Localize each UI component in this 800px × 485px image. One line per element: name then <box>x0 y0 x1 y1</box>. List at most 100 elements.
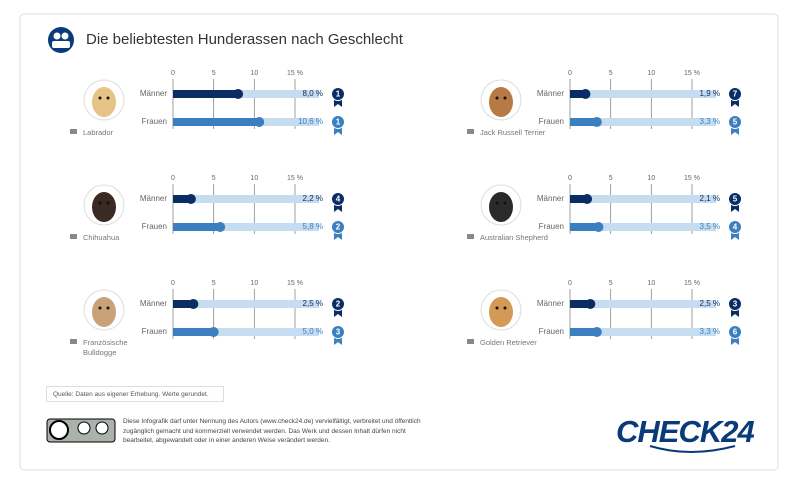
bar-track <box>173 90 319 98</box>
rank-label: 3 <box>336 328 341 337</box>
x-tick-label: 0 <box>568 280 572 287</box>
bar <box>173 90 239 98</box>
bar <box>570 328 597 336</box>
bar-knob <box>585 299 596 309</box>
x-tick-label: 0 <box>568 175 572 182</box>
bar <box>173 195 191 203</box>
value-label: 10,6 % <box>298 117 323 126</box>
category-label: Männer <box>140 194 167 203</box>
bar-track <box>173 195 319 203</box>
x-tick-label: 10 <box>250 280 258 287</box>
dog-eye <box>106 201 110 205</box>
category-label: Männer <box>537 89 564 98</box>
x-tick-label: 15 % <box>684 70 700 77</box>
dog-eye <box>98 201 102 205</box>
rank-badge <box>728 192 742 206</box>
bar-knob <box>208 327 219 337</box>
rank-label: 2 <box>336 223 341 232</box>
value-label: 5,0 % <box>303 327 323 336</box>
dog-eye <box>98 96 102 100</box>
x-tick-label: 5 <box>609 70 613 77</box>
breed-name: Jack Russell Terrier <box>480 128 546 137</box>
gender-icon <box>467 234 474 239</box>
rank-badge <box>331 297 345 311</box>
dog-eye <box>495 96 499 100</box>
rank-badge <box>331 115 345 129</box>
dog-photo <box>92 297 116 327</box>
bar <box>173 223 221 231</box>
x-tick-label: 0 <box>171 280 175 287</box>
bar <box>570 300 591 308</box>
bar-knob <box>593 222 604 232</box>
bar-knob <box>185 194 196 204</box>
breed-name: Australian Shepherd <box>480 233 548 242</box>
x-tick-label: 15 % <box>684 280 700 287</box>
rank-badge <box>728 220 742 234</box>
bar-knob <box>582 194 593 204</box>
bar <box>173 118 260 126</box>
dog-eye <box>98 306 102 310</box>
category-label: Frauen <box>142 222 167 231</box>
bar-knob <box>591 327 602 337</box>
rank-badge <box>728 325 742 339</box>
rank-label: 6 <box>733 328 738 337</box>
category-label: Männer <box>537 299 564 308</box>
x-tick-label: 10 <box>250 175 258 182</box>
dog-photo <box>92 192 116 222</box>
cc-icon <box>49 420 69 440</box>
rank-label: 4 <box>336 195 341 204</box>
gender-icon <box>70 234 77 239</box>
category-label: Frauen <box>539 327 564 336</box>
rank-badge <box>728 87 742 101</box>
value-label: 2,5 % <box>700 299 720 308</box>
rank-badge <box>331 325 345 339</box>
bar <box>570 90 586 98</box>
x-tick-label: 0 <box>171 70 175 77</box>
nd-icon <box>95 421 109 435</box>
title: Die beliebtesten Hunderassen nach Geschl… <box>86 31 403 48</box>
category-label: Männer <box>537 194 564 203</box>
dog-eye <box>106 96 110 100</box>
by-icon <box>77 421 91 435</box>
bar-knob <box>254 117 265 127</box>
bar-track <box>173 223 319 231</box>
rank-label: 3 <box>733 300 738 309</box>
gender-icon <box>70 339 77 344</box>
bar-knob <box>233 89 244 99</box>
value-label: 3,3 % <box>700 327 720 336</box>
bar-track <box>570 300 716 308</box>
card <box>19 13 779 471</box>
category-label: Frauen <box>142 327 167 336</box>
bar-track <box>173 328 319 336</box>
bar-track <box>570 328 716 336</box>
x-tick-label: 5 <box>609 280 613 287</box>
gender-icon <box>70 129 77 134</box>
bar-knob <box>215 222 226 232</box>
x-tick-label: 5 <box>212 175 216 182</box>
dog-photo <box>92 87 116 117</box>
value-label: 3,5 % <box>700 222 720 231</box>
category-label: Männer <box>140 89 167 98</box>
dog-photo <box>489 192 513 222</box>
source-note: Quelle: Daten aus eigener Erhebung. Wert… <box>46 386 224 402</box>
rank-badge <box>331 192 345 206</box>
x-tick-label: 10 <box>250 70 258 77</box>
category-label: Frauen <box>142 117 167 126</box>
x-tick-label: 15 % <box>684 175 700 182</box>
value-label: 2,1 % <box>700 194 720 203</box>
dog-eye <box>503 96 507 100</box>
breed-name: Französische Bulldogge <box>83 338 128 357</box>
rank-badge <box>728 297 742 311</box>
x-tick-label: 5 <box>212 280 216 287</box>
rank-badge <box>331 87 345 101</box>
bar-track <box>570 118 716 126</box>
x-tick-label: 10 <box>647 280 655 287</box>
value-label: 2,2 % <box>303 194 323 203</box>
x-tick-label: 10 <box>647 175 655 182</box>
icon-head <box>61 32 69 40</box>
bar <box>570 195 588 203</box>
value-label: 3,3 % <box>700 117 720 126</box>
x-tick-label: 5 <box>212 70 216 77</box>
